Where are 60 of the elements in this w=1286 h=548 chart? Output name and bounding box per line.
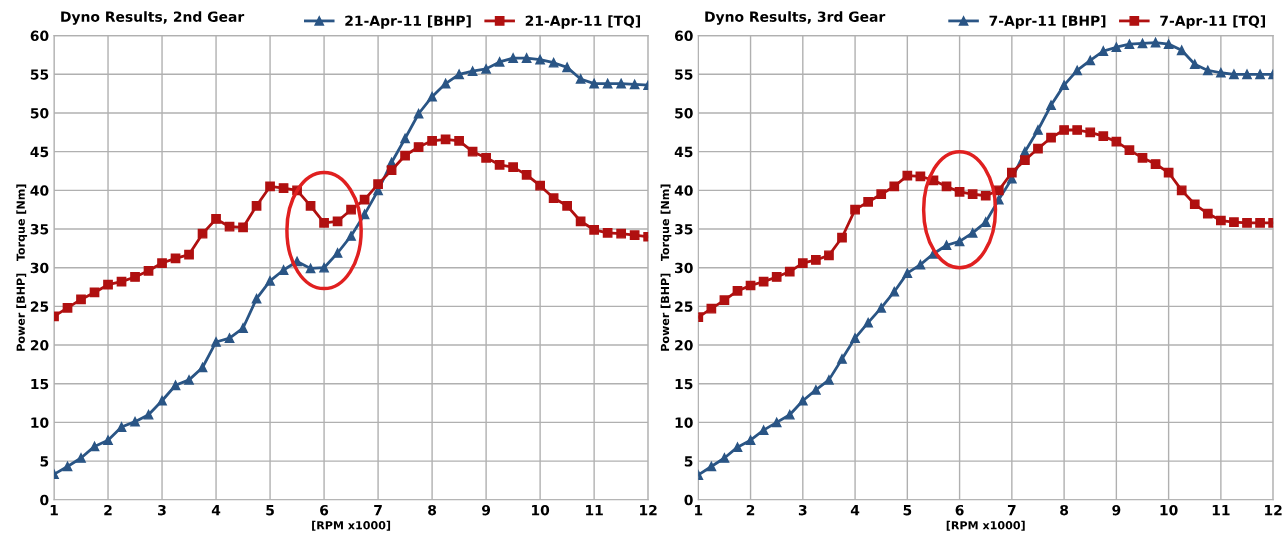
x-tick-label: 8 bbox=[428, 504, 437, 516]
chart-title: Dyno Results, 3rd Gear bbox=[705, 11, 886, 25]
y-tick-label: 40 bbox=[30, 185, 49, 196]
y-tick-label: 50 bbox=[675, 107, 693, 119]
y-tick-label: 35 bbox=[675, 223, 693, 235]
y-tick-label: 0 bbox=[684, 494, 693, 506]
y-tick-label: 45 bbox=[674, 146, 693, 158]
x-tick-label: 9 bbox=[481, 504, 491, 516]
y-tick-label: 40 bbox=[674, 185, 693, 196]
y-tick-label: 30 bbox=[675, 262, 693, 274]
x-tick-label: 2 bbox=[104, 504, 112, 516]
y-tick-label: 25 bbox=[30, 301, 49, 312]
x-axis-title: [RPM x1000] bbox=[946, 520, 1025, 531]
x-tick-label: 4 bbox=[211, 505, 221, 516]
x-tick-label: 5 bbox=[266, 505, 274, 516]
x-tick-label: 11 bbox=[1212, 505, 1230, 516]
x-tick-label: 12 bbox=[1265, 504, 1282, 516]
y-tick-label: 0 bbox=[40, 494, 49, 506]
x-tick-label: 8 bbox=[1060, 504, 1069, 516]
y-axis-title: Power [BHP] Torque [Nm] bbox=[660, 184, 672, 351]
x-tick-label: 7 bbox=[1007, 505, 1016, 516]
x-tick-label: 6 bbox=[955, 504, 964, 516]
legend-label: 21-Apr-11 [TQ] bbox=[525, 15, 641, 29]
legend-label: 7-Apr-11 [BHP] bbox=[989, 15, 1106, 29]
x-tick-label: 3 bbox=[158, 504, 166, 516]
x-tick-label: 1 bbox=[695, 505, 703, 516]
x-tick-label: 1 bbox=[50, 505, 58, 516]
x-tick-label: 7 bbox=[374, 505, 382, 516]
y-tick-label: 10 bbox=[31, 417, 49, 428]
x-tick-label: 10 bbox=[532, 504, 550, 516]
y-tick-label: 50 bbox=[30, 107, 49, 119]
chart-title: Dyno Results, 2nd Gear bbox=[61, 11, 245, 25]
x-tick-label: 11 bbox=[586, 505, 603, 516]
x-tick-label: 12 bbox=[640, 504, 657, 516]
x-tick-label: 10 bbox=[1160, 504, 1178, 516]
x-tick-label: 6 bbox=[320, 504, 329, 516]
y-tick-label: 15 bbox=[31, 378, 49, 390]
x-tick-label: 2 bbox=[746, 504, 755, 516]
y-tick-label: 25 bbox=[675, 301, 693, 312]
y-tick-label: 60 bbox=[674, 30, 693, 42]
y-axis-title: Power [BHP] Torque [Nm] bbox=[16, 184, 28, 351]
y-tick-label: 30 bbox=[30, 262, 49, 274]
y-tick-label: 45 bbox=[30, 146, 49, 158]
y-tick-label: 55 bbox=[30, 69, 49, 80]
legend-label: 21-Apr-11 [BHP] bbox=[345, 15, 471, 29]
x-tick-label: 4 bbox=[850, 505, 860, 516]
y-tick-label: 10 bbox=[675, 417, 693, 428]
y-tick-label: 55 bbox=[675, 69, 693, 80]
x-tick-label: 3 bbox=[798, 504, 807, 516]
y-tick-label: 5 bbox=[40, 456, 49, 467]
y-tick-label: 20 bbox=[30, 340, 49, 351]
x-tick-label: 9 bbox=[1112, 504, 1121, 516]
y-tick-label: 35 bbox=[30, 223, 49, 235]
y-tick-label: 5 bbox=[684, 456, 693, 467]
legend-label: 7-Apr-11 [TQ] bbox=[1160, 15, 1265, 29]
y-tick-label: 20 bbox=[675, 340, 693, 351]
x-axis-title: [RPM x1000] bbox=[312, 520, 391, 531]
x-tick-label: 5 bbox=[903, 505, 912, 516]
y-tick-label: 15 bbox=[675, 378, 693, 390]
y-tick-label: 60 bbox=[30, 30, 49, 42]
